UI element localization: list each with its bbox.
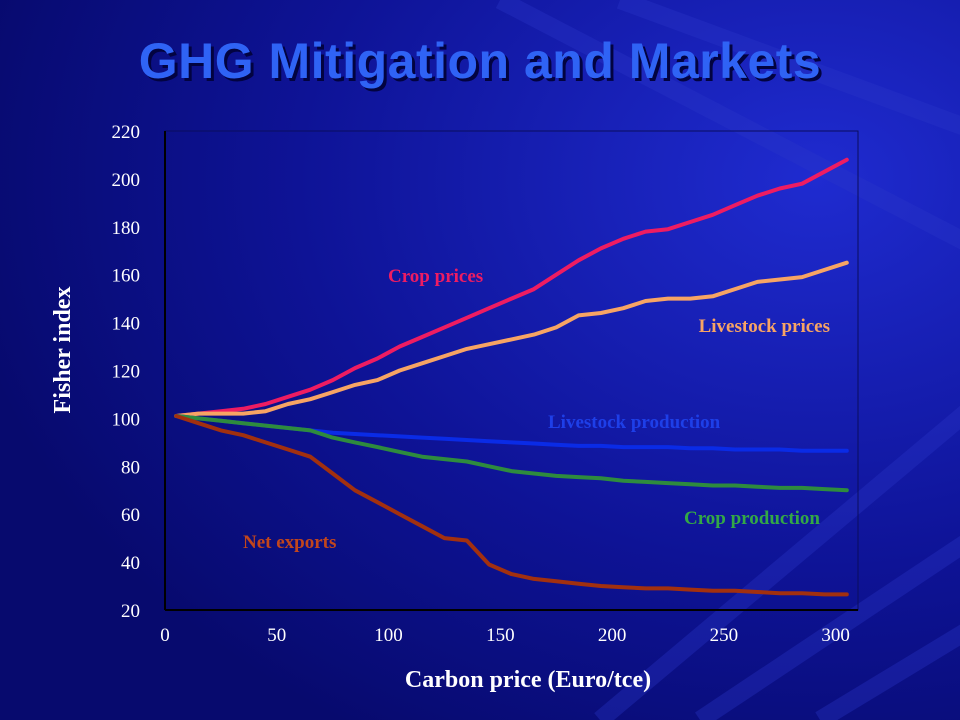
y-tick-label: 100 (112, 409, 141, 430)
y-tick-label: 140 (112, 314, 141, 335)
series-line-crop-production (174, 414, 849, 493)
x-tick-label: 100 (374, 625, 403, 646)
slide-title: GHG Mitigation and Markets (138, 33, 822, 89)
series-label-crop-prices: Crop prices (388, 266, 483, 287)
y-tick-label: 200 (112, 170, 141, 191)
x-tick-label: 50 (267, 625, 286, 646)
y-tick-label: 160 (112, 266, 141, 287)
series-label-net-exports: Net exports (243, 532, 336, 553)
series-label-crop-production: Crop production (684, 508, 820, 529)
x-tick-label: 250 (710, 625, 739, 646)
y-tick-label: 20 (121, 601, 140, 622)
x-tick-labels: 0 50 100 150 200 250 300 (160, 625, 850, 646)
series-line-livestock-prices (174, 260, 849, 418)
y-tick-labels: 20 40 60 80 100 120 140 160 180 200 220 (112, 122, 141, 622)
y-tick-label: 80 (121, 457, 140, 478)
x-tick-label: 300 (821, 625, 850, 646)
y-tick-label: 60 (121, 505, 140, 526)
series-line-net-exports (174, 414, 849, 597)
y-tick-label: 120 (112, 362, 141, 383)
x-tick-label: 150 (486, 625, 515, 646)
series-label-livestock-prices: Livestock prices (699, 316, 830, 337)
series-labels: Crop prices Livestock prices Livestock pro… (243, 266, 830, 553)
y-axis-title: Fisher index (50, 287, 76, 414)
x-tick-label: 0 (160, 625, 170, 646)
y-tick-label: 220 (112, 122, 141, 143)
series-lines (174, 157, 849, 597)
series-line-crop-prices (174, 157, 849, 418)
x-axis-title: Carbon price (Euro/tce) (405, 667, 651, 693)
y-tick-label: 40 (121, 553, 140, 574)
y-tick-label: 180 (112, 218, 141, 239)
x-tick-label: 200 (598, 625, 627, 646)
series-label-livestock-production: Livestock production (548, 412, 721, 433)
